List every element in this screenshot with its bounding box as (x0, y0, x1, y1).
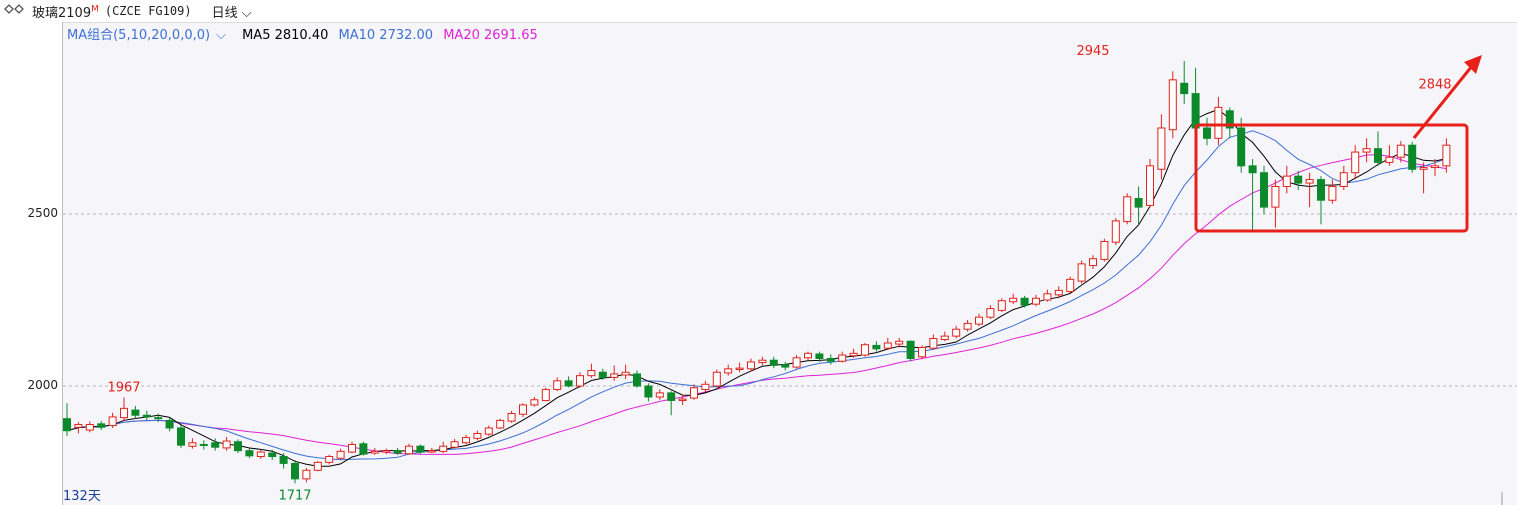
symbol-name: 玻璃2109M (32, 4, 99, 21)
ma-legend: MA组合(5,10,20,0,0,0) ⌵ MA5 2810.40 MA10 27… (67, 24, 544, 43)
ma20-label: MA20 2691.65 (443, 28, 538, 43)
chevron-down-icon[interactable]: ⌵ (237, 5, 252, 21)
chart-toolbar: 玻璃2109M (CZCE FG109) 日线 ⌵ (0, 0, 1517, 22)
ma10-label: MA10 2732.00 (338, 28, 434, 43)
main-contract-flag: M (91, 4, 99, 15)
chevron-down-icon[interactable]: ⌵ (216, 28, 226, 43)
ma5-label: MA5 2810.40 (242, 28, 329, 43)
y-axis: 2000 2500 (0, 22, 62, 505)
y-tick-label: 2000 (27, 378, 58, 392)
contract-code: (CZCE FG109) (104, 4, 192, 18)
chart-area[interactable] (62, 22, 1517, 505)
chart-link-icon[interactable] (4, 3, 26, 19)
days-count: 132天 (63, 489, 101, 504)
period-selector[interactable]: 日线 ⌵ (211, 5, 252, 21)
ma-combo-selector[interactable]: MA组合(5,10,20,0,0,0) ⌵ (67, 28, 226, 43)
y-tick-label: 2500 (27, 206, 58, 220)
